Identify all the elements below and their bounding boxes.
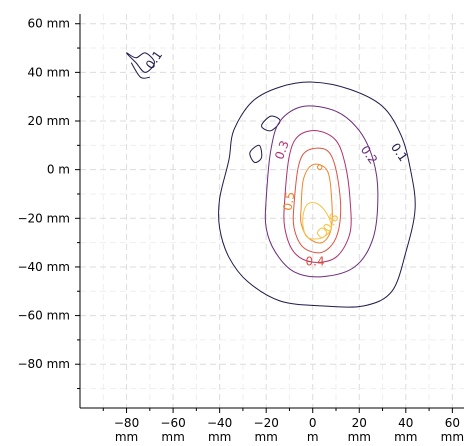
contour-line-0.6 bbox=[316, 227, 328, 239]
contour-label-0.5: 0.5 bbox=[280, 191, 297, 212]
y-tick-label: 60 mm bbox=[28, 17, 70, 31]
x-tick-unit: m bbox=[307, 430, 319, 444]
x-tick-label: −40 mm bbox=[207, 416, 232, 444]
contour-line-0.1 bbox=[125, 52, 156, 73]
x-tick-label: 60 mm bbox=[441, 416, 464, 444]
x-tick-value: 20 bbox=[352, 416, 367, 430]
x-tick-unit: mm bbox=[394, 430, 417, 444]
contour-line-0.5 bbox=[316, 164, 323, 171]
contour-line-0.1 bbox=[217, 81, 416, 308]
y-tick-label: −80 mm bbox=[17, 357, 70, 371]
y-tick-label: −20 mm bbox=[17, 211, 70, 225]
contour-line-0.2 bbox=[264, 105, 379, 278]
contour-lines bbox=[125, 52, 416, 308]
x-tick-unit: mm bbox=[348, 430, 371, 444]
x-tick-value: 0 bbox=[309, 416, 317, 430]
x-tick-unit: mm bbox=[441, 430, 464, 444]
contour-label-0.4: 0.4 bbox=[306, 255, 325, 269]
x-tick-label: 20 mm bbox=[348, 416, 371, 444]
grid-lines bbox=[80, 14, 464, 408]
x-tick-unit: mm bbox=[161, 430, 184, 444]
contour-line-0.6 bbox=[302, 202, 332, 240]
x-tick-value: −80 bbox=[114, 416, 139, 430]
contour-line-0.4 bbox=[292, 147, 342, 254]
x-tick-label: −60 mm bbox=[160, 416, 185, 444]
x-tick-label: −80 mm bbox=[114, 416, 139, 444]
x-tick-value: 40 bbox=[398, 416, 413, 430]
x-tick-unit: mm bbox=[254, 430, 277, 444]
y-tick-label: 40 mm bbox=[28, 65, 70, 79]
contour-line-0.1 bbox=[130, 62, 150, 79]
x-tick-label: 40 mm bbox=[394, 416, 417, 444]
plot-background bbox=[80, 14, 464, 408]
contour-line-0.3 bbox=[283, 130, 352, 263]
y-tick-label: −60 mm bbox=[17, 309, 70, 323]
x-tick-value: −20 bbox=[254, 416, 279, 430]
y-tick-label: 0 m bbox=[47, 163, 70, 177]
x-tick-unit: mm bbox=[115, 430, 138, 444]
x-tick-value: 60 bbox=[445, 416, 460, 430]
y-tick-label: −40 mm bbox=[17, 260, 70, 274]
x-tick-unit: mm bbox=[208, 430, 231, 444]
contour-label-0.3: 0.3 bbox=[272, 139, 292, 162]
x-tick-value: −40 bbox=[207, 416, 232, 430]
contour-line-0.1 bbox=[249, 144, 263, 164]
y-tick-label: 20 mm bbox=[28, 114, 70, 128]
x-tick-label: −20 mm bbox=[254, 416, 279, 444]
x-tick-value: −60 bbox=[160, 416, 185, 430]
